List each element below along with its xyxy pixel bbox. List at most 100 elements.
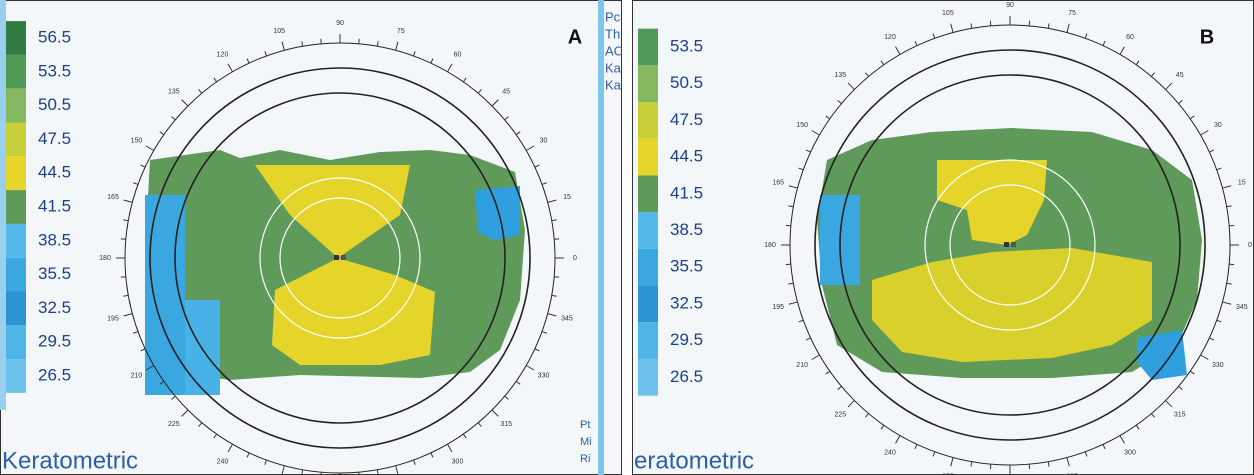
side-text: Ka — [605, 60, 622, 75]
scale-swatch — [638, 359, 658, 396]
panel-label: A — [568, 26, 582, 48]
caption: eratometric — [634, 447, 754, 474]
side-text: AC — [605, 43, 623, 58]
angle-label: 345 — [1236, 304, 1248, 311]
angle-label: 240 — [217, 458, 229, 465]
angle-label: 75 — [1068, 10, 1076, 17]
angle-label: 180 — [764, 242, 776, 249]
angle-label: 0 — [573, 255, 577, 262]
angle-label: 240 — [884, 450, 896, 457]
angle-label: 195 — [772, 304, 784, 311]
scale-swatch — [638, 322, 658, 359]
scale-value: 44.5 — [38, 163, 71, 182]
angle-label: 0 — [1248, 242, 1252, 249]
angle-label: 15 — [1238, 180, 1246, 187]
angle-label: 135 — [834, 72, 846, 79]
scale-swatch — [638, 29, 658, 66]
center-mark — [341, 255, 346, 260]
side-text: Pc — [605, 9, 621, 24]
angle-label: 60 — [1126, 34, 1134, 41]
angle-label: 45 — [502, 89, 510, 96]
angle-label: 75 — [397, 28, 405, 35]
angle-label: 330 — [1212, 362, 1224, 369]
scale-value: 29.5 — [670, 330, 703, 349]
angle-label: 135 — [168, 89, 180, 96]
angle-label: 225 — [168, 421, 180, 428]
figure: 9075604530150345330315300285270255240225… — [0, 0, 1254, 475]
side-text: Mi — [580, 436, 592, 448]
scale-value: 26.5 — [38, 365, 71, 384]
angle-label: 120 — [217, 51, 229, 58]
angle-label: 165 — [772, 180, 784, 187]
scale-swatch — [6, 359, 26, 393]
angle-label: 315 — [1174, 412, 1186, 419]
angle-label: 180 — [99, 255, 111, 262]
side-text: Th — [605, 26, 620, 41]
scale-value: 56.5 — [38, 27, 71, 46]
angle-label: 345 — [561, 316, 573, 323]
side-text: Pt — [580, 419, 590, 431]
angle-label: 225 — [834, 412, 846, 419]
panel-b: 9075604530150345330315300285270255240225… — [632, 0, 1254, 475]
scale-value: 50.5 — [670, 73, 703, 92]
angle-label: 105 — [942, 10, 954, 17]
scale-swatch — [6, 55, 26, 89]
angle-label: 315 — [500, 421, 512, 428]
scale-value: 35.5 — [670, 257, 703, 276]
scale-swatch — [6, 21, 26, 55]
angle-label: 15 — [563, 194, 571, 201]
angle-label: 210 — [131, 372, 143, 379]
scale-swatch — [6, 292, 26, 326]
scale-value: 29.5 — [38, 332, 71, 351]
angle-label: 165 — [107, 194, 119, 201]
scale-swatch — [638, 139, 658, 176]
center-mark — [334, 255, 339, 260]
scale-value: 32.5 — [670, 293, 703, 312]
scale-swatch — [6, 224, 26, 258]
scale-swatch — [638, 286, 658, 323]
scale-value: 53.5 — [670, 36, 703, 55]
side-text: Ri — [580, 453, 590, 465]
scale-swatch — [6, 258, 26, 292]
center-mark — [1004, 242, 1009, 247]
angle-label: 30 — [1214, 122, 1222, 129]
scale-value: 26.5 — [670, 367, 703, 386]
scale-value: 41.5 — [38, 196, 71, 215]
angle-label: 90 — [1006, 2, 1014, 9]
angle-label: 120 — [884, 34, 896, 41]
angle-label: 195 — [107, 316, 119, 323]
angle-label: 300 — [452, 458, 464, 465]
scale-swatch — [6, 325, 26, 359]
scale-value: 35.5 — [38, 264, 71, 283]
center-mark — [1011, 242, 1016, 247]
scale-value: 53.5 — [38, 61, 71, 80]
angle-label: 150 — [796, 122, 808, 129]
panel-label: B — [1200, 26, 1214, 48]
scale-swatch — [638, 212, 658, 249]
side-text: Ka — [605, 77, 622, 92]
scale-value: 47.5 — [38, 129, 71, 148]
angle-label: 45 — [1176, 72, 1184, 79]
scale-value: 38.5 — [38, 230, 71, 249]
scale-value: 32.5 — [38, 298, 71, 317]
scale-value: 38.5 — [670, 220, 703, 239]
angle-label: 210 — [796, 362, 808, 369]
angle-label: 105 — [273, 28, 285, 35]
scale-swatch — [638, 65, 658, 102]
scale-value: 50.5 — [38, 95, 71, 114]
panel-a: 9075604530150345330315300285270255240225… — [0, 0, 623, 475]
scale-swatch — [6, 89, 26, 123]
scale-value: 47.5 — [670, 110, 703, 129]
scale-value: 41.5 — [670, 183, 703, 202]
angle-label: 30 — [540, 137, 548, 144]
scale-value: 44.5 — [670, 147, 703, 166]
scale-swatch — [6, 156, 26, 190]
angle-label: 90 — [336, 20, 344, 27]
scale-swatch — [6, 123, 26, 157]
angle-label: 60 — [454, 51, 462, 58]
angle-label: 150 — [131, 137, 143, 144]
angle-label: 300 — [1124, 450, 1136, 457]
scale-swatch — [6, 190, 26, 224]
scale-swatch — [638, 102, 658, 139]
angle-label: 330 — [538, 372, 550, 379]
